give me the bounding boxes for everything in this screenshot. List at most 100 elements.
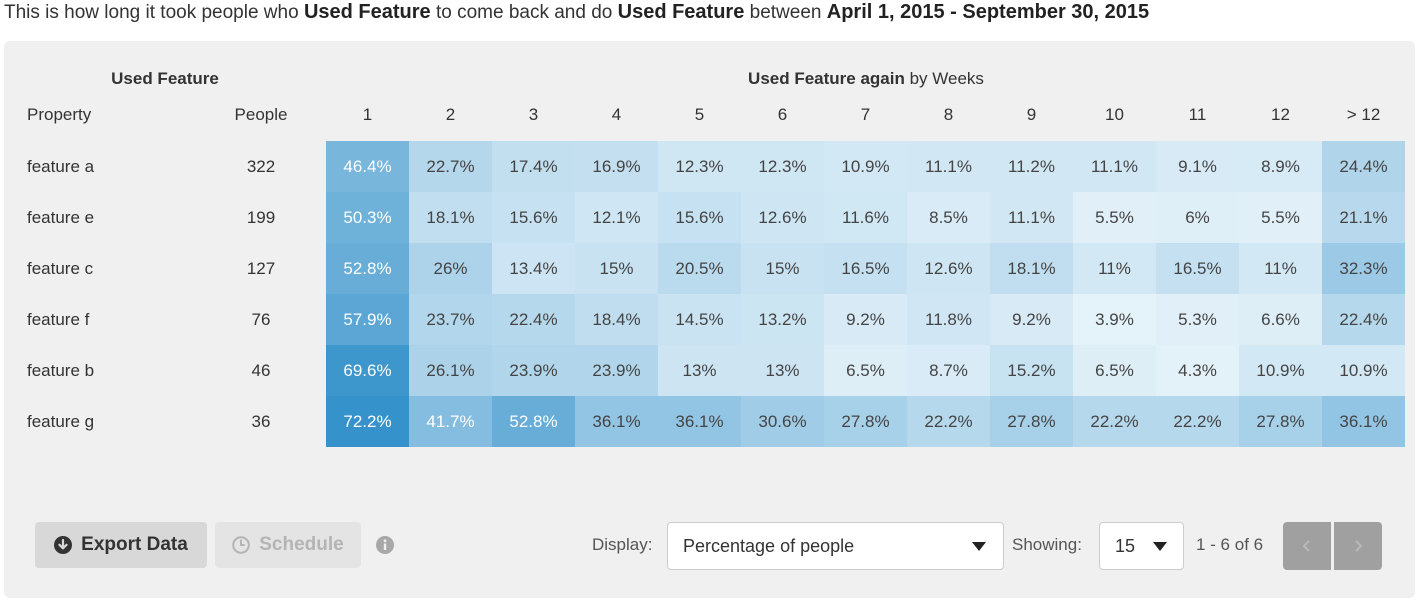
retention-cell[interactable]: 16.9% xyxy=(575,141,658,192)
retention-cell[interactable]: 27.8% xyxy=(824,396,907,447)
retention-cell[interactable]: 11% xyxy=(1239,243,1322,294)
retention-cell[interactable]: 4.3% xyxy=(1156,345,1239,396)
retention-cell[interactable]: 23.7% xyxy=(409,294,492,345)
retention-cell[interactable]: 27.8% xyxy=(990,396,1073,447)
column-header-week[interactable]: 12 xyxy=(1271,105,1290,124)
retention-cell[interactable]: 10.9% xyxy=(824,141,907,192)
column-header-week[interactable]: 3 xyxy=(528,105,539,124)
retention-cell[interactable]: 11.1% xyxy=(907,141,990,192)
retention-cell[interactable]: 11.6% xyxy=(824,192,907,243)
retention-cell[interactable]: 22.4% xyxy=(492,294,575,345)
retention-cell[interactable]: 13.2% xyxy=(741,294,824,345)
next-page-button[interactable] xyxy=(1334,522,1382,570)
retention-cell[interactable]: 46.4% xyxy=(326,141,409,192)
retention-cell[interactable]: 8.5% xyxy=(907,192,990,243)
retention-cell[interactable]: 12.1% xyxy=(575,192,658,243)
retention-cell[interactable]: 30.6% xyxy=(741,396,824,447)
retention-cell[interactable]: 12.6% xyxy=(741,192,824,243)
retention-cell[interactable]: 72.2% xyxy=(326,396,409,447)
retention-cell[interactable]: 6% xyxy=(1156,192,1239,243)
retention-cell[interactable]: 17.4% xyxy=(492,141,575,192)
retention-cell[interactable]: 22.4% xyxy=(1322,294,1405,345)
retention-cell[interactable]: 6.5% xyxy=(824,345,907,396)
column-header-week[interactable]: 11 xyxy=(1188,105,1207,124)
retention-cell[interactable]: 12.3% xyxy=(741,141,824,192)
display-select[interactable]: Percentage of people xyxy=(667,522,1004,570)
retention-cell[interactable]: 9.2% xyxy=(824,294,907,345)
retention-cell[interactable]: 15% xyxy=(575,243,658,294)
retention-cell[interactable]: 26.1% xyxy=(409,345,492,396)
retention-cell[interactable]: 36.1% xyxy=(1322,396,1405,447)
retention-cell[interactable]: 13.4% xyxy=(492,243,575,294)
column-header-week[interactable]: 10 xyxy=(1105,105,1124,124)
column-header-week[interactable]: 8 xyxy=(943,105,954,124)
retention-cell[interactable]: 27.8% xyxy=(1239,396,1322,447)
retention-cell[interactable]: 16.5% xyxy=(1156,243,1239,294)
column-header-week[interactable]: 6 xyxy=(777,105,788,124)
column-header-property[interactable]: Property xyxy=(27,105,92,124)
retention-cell[interactable]: 26% xyxy=(409,243,492,294)
retention-cell[interactable]: 5.5% xyxy=(1073,192,1156,243)
column-header-week[interactable]: 1 xyxy=(362,105,373,124)
retention-cell[interactable]: 41.7% xyxy=(409,396,492,447)
info-icon[interactable] xyxy=(376,536,394,554)
page-size-select[interactable]: 15 xyxy=(1099,522,1184,570)
retention-cell[interactable]: 36.1% xyxy=(575,396,658,447)
retention-cell[interactable]: 15.2% xyxy=(990,345,1073,396)
retention-cell[interactable]: 15.6% xyxy=(658,192,741,243)
retention-cell[interactable]: 22.2% xyxy=(907,396,990,447)
retention-cell[interactable]: 18.4% xyxy=(575,294,658,345)
column-header-week[interactable]: 4 xyxy=(611,105,622,124)
column-header-week[interactable]: > 12 xyxy=(1346,105,1381,124)
retention-cell[interactable]: 18.1% xyxy=(990,243,1073,294)
retention-cell[interactable]: 52.8% xyxy=(492,396,575,447)
retention-cell[interactable]: 13% xyxy=(741,345,824,396)
retention-cell[interactable]: 23.9% xyxy=(575,345,658,396)
previous-page-button[interactable] xyxy=(1283,522,1331,570)
retention-cell[interactable]: 11.2% xyxy=(990,141,1073,192)
retention-cell[interactable]: 12.6% xyxy=(907,243,990,294)
retention-cell[interactable]: 8.9% xyxy=(1239,141,1322,192)
retention-cell[interactable]: 11.8% xyxy=(907,294,990,345)
column-header-week[interactable]: 9 xyxy=(1026,105,1037,124)
column-header-week[interactable]: 5 xyxy=(694,105,705,124)
retention-cell[interactable]: 10.9% xyxy=(1322,345,1405,396)
retention-cell[interactable]: 10.9% xyxy=(1239,345,1322,396)
retention-cell[interactable]: 36.1% xyxy=(658,396,741,447)
retention-cell[interactable]: 15.6% xyxy=(492,192,575,243)
retention-cell[interactable]: 15% xyxy=(741,243,824,294)
retention-cell[interactable]: 21.1% xyxy=(1322,192,1405,243)
retention-cell[interactable]: 52.8% xyxy=(326,243,409,294)
retention-cell[interactable]: 16.5% xyxy=(824,243,907,294)
retention-cell[interactable]: 23.9% xyxy=(492,345,575,396)
retention-cell[interactable]: 3.9% xyxy=(1073,294,1156,345)
retention-cell[interactable]: 9.2% xyxy=(990,294,1073,345)
retention-cell[interactable]: 9.1% xyxy=(1156,141,1239,192)
retention-cell[interactable]: 22.7% xyxy=(409,141,492,192)
retention-cell[interactable]: 6.6% xyxy=(1239,294,1322,345)
export-data-button[interactable]: Export Data xyxy=(35,522,207,568)
retention-cell[interactable]: 8.7% xyxy=(907,345,990,396)
retention-cell[interactable]: 11.1% xyxy=(1073,141,1156,192)
retention-cell[interactable]: 24.4% xyxy=(1322,141,1405,192)
column-header-week[interactable]: 7 xyxy=(860,105,871,124)
retention-cell[interactable]: 5.3% xyxy=(1156,294,1239,345)
column-header-week[interactable]: 2 xyxy=(445,105,456,124)
retention-cell[interactable]: 22.2% xyxy=(1156,396,1239,447)
retention-cell[interactable]: 11% xyxy=(1073,243,1156,294)
retention-cell[interactable]: 11.1% xyxy=(990,192,1073,243)
retention-cell[interactable]: 18.1% xyxy=(409,192,492,243)
retention-cell[interactable]: 32.3% xyxy=(1322,243,1405,294)
retention-cell[interactable]: 13% xyxy=(658,345,741,396)
retention-cell[interactable]: 69.6% xyxy=(326,345,409,396)
retention-cell[interactable]: 57.9% xyxy=(326,294,409,345)
retention-cell[interactable]: 50.3% xyxy=(326,192,409,243)
column-header-people[interactable]: People xyxy=(234,105,288,124)
retention-cell[interactable]: 20.5% xyxy=(658,243,741,294)
retention-cell[interactable]: 6.5% xyxy=(1073,345,1156,396)
retention-cell[interactable]: 5.5% xyxy=(1239,192,1322,243)
retention-cell[interactable]: 14.5% xyxy=(658,294,741,345)
retention-cell[interactable]: 22.2% xyxy=(1073,396,1156,447)
schedule-button[interactable]: Schedule xyxy=(215,522,361,568)
retention-cell[interactable]: 12.3% xyxy=(658,141,741,192)
